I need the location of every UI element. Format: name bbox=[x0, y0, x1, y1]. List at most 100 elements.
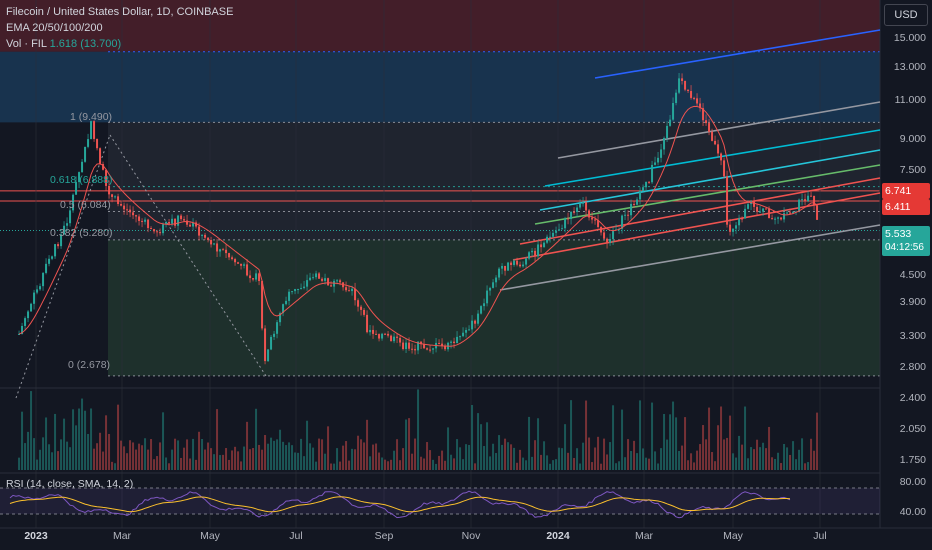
candle-body bbox=[144, 219, 147, 222]
candle-body bbox=[522, 264, 525, 267]
volume-legend[interactable]: Vol · FIL 1.618 (13.700) bbox=[6, 38, 121, 50]
volume-bar bbox=[105, 415, 108, 470]
volume-bar bbox=[693, 462, 696, 470]
candle-body bbox=[222, 249, 225, 251]
volume-bar bbox=[45, 417, 48, 470]
volume-bar bbox=[642, 448, 645, 470]
channel-line bbox=[544, 129, 881, 187]
candle-body bbox=[708, 123, 711, 132]
fib-zones bbox=[0, 0, 880, 377]
volume-bar bbox=[132, 442, 135, 470]
candles bbox=[18, 73, 819, 365]
candle-body bbox=[786, 212, 789, 214]
volume-bar bbox=[162, 412, 165, 470]
volume-bar bbox=[273, 440, 276, 470]
volume-bar bbox=[264, 435, 267, 470]
channel-line bbox=[519, 177, 881, 245]
channel-line bbox=[557, 101, 881, 159]
time-tick: Mar bbox=[634, 530, 654, 542]
candle-body bbox=[348, 290, 351, 292]
time-tick: Sep bbox=[374, 530, 394, 542]
time-tick: Jul bbox=[813, 530, 827, 542]
candle-body bbox=[351, 288, 354, 292]
volume-bar bbox=[561, 448, 564, 470]
volume-bar bbox=[267, 443, 270, 470]
volume-bar bbox=[96, 443, 99, 470]
rsi-legend[interactable]: RSI (14, close, SMA, 14, 2) bbox=[6, 478, 134, 490]
candle-body bbox=[651, 164, 654, 183]
volume-bar bbox=[276, 439, 279, 470]
volume-bar bbox=[474, 463, 477, 470]
rsi-sma-line bbox=[9, 496, 791, 513]
volume-bar bbox=[375, 443, 378, 470]
volume-bar bbox=[411, 453, 414, 470]
volume-bar bbox=[486, 422, 489, 470]
volume-bar bbox=[789, 454, 792, 470]
volume-bar bbox=[168, 463, 171, 470]
candle-body bbox=[639, 190, 642, 200]
volume-bar bbox=[348, 460, 351, 470]
volume-bar bbox=[501, 444, 504, 470]
candle-body bbox=[168, 221, 171, 224]
candle-body bbox=[288, 291, 291, 301]
fib-label-0382: 0.382 (5.280) bbox=[50, 227, 113, 239]
candle-body bbox=[408, 342, 411, 349]
volume-bar bbox=[240, 461, 243, 470]
volume-bar bbox=[27, 431, 30, 470]
candle-body bbox=[498, 268, 501, 278]
volume-bar bbox=[612, 405, 615, 470]
candle-body bbox=[315, 273, 318, 278]
volume-bar bbox=[72, 409, 75, 470]
volume-bar bbox=[564, 424, 567, 470]
volume-bar bbox=[237, 451, 240, 470]
volume-bar bbox=[270, 437, 273, 470]
volume-bar bbox=[453, 458, 456, 470]
candle-body bbox=[561, 228, 564, 230]
volume-bar bbox=[186, 439, 189, 470]
candle-body bbox=[336, 280, 339, 282]
volume-bar bbox=[684, 417, 687, 470]
volume-bar bbox=[93, 448, 96, 470]
volume-bar bbox=[216, 409, 219, 470]
candle-body bbox=[564, 218, 567, 229]
fib-zone-upper bbox=[0, 51, 880, 123]
volume-bar bbox=[675, 417, 678, 470]
candle-body bbox=[198, 226, 201, 236]
volume-bar bbox=[543, 441, 546, 470]
channel-line bbox=[512, 192, 881, 261]
volume-bar bbox=[732, 453, 735, 470]
volume-bar bbox=[231, 450, 234, 470]
candle-body bbox=[774, 218, 777, 220]
volume-bar bbox=[447, 427, 450, 470]
trend-lines bbox=[15, 29, 881, 399]
candle-body bbox=[117, 196, 120, 205]
volume-bar bbox=[309, 443, 312, 470]
ema-indicator-legend[interactable]: EMA 20/50/100/200 bbox=[6, 22, 103, 34]
candle-body bbox=[597, 220, 600, 228]
volume-bar bbox=[741, 444, 744, 470]
candle-body bbox=[714, 140, 717, 145]
candle-body bbox=[654, 162, 657, 165]
candle-body bbox=[462, 332, 465, 337]
time-tick: Mar bbox=[112, 530, 132, 542]
candle-body bbox=[738, 218, 741, 226]
candle-body bbox=[672, 103, 675, 120]
candle-body bbox=[411, 348, 414, 350]
candle-body bbox=[648, 181, 651, 183]
candle-body bbox=[636, 199, 639, 205]
volume-bar bbox=[21, 411, 24, 470]
volume-bar bbox=[345, 441, 348, 470]
candle-body bbox=[732, 228, 735, 232]
volume-bar bbox=[432, 459, 435, 470]
currency-button[interactable]: USD bbox=[884, 4, 928, 26]
volume-bar bbox=[153, 459, 156, 470]
candle-body bbox=[585, 202, 588, 211]
candle-body bbox=[102, 164, 105, 170]
candle-body bbox=[189, 224, 192, 227]
volume-bar bbox=[66, 441, 69, 470]
volume-bar bbox=[450, 454, 453, 470]
candle-body bbox=[663, 138, 666, 150]
volume-bar bbox=[786, 447, 789, 470]
volume-bar bbox=[651, 402, 654, 470]
